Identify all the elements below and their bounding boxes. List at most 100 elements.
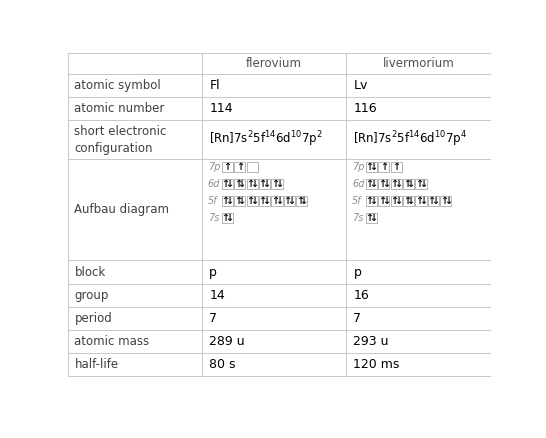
Text: flerovium: flerovium [246, 57, 301, 70]
Bar [390, 196, 402, 206]
Bar [366, 179, 377, 189]
Bar [234, 179, 245, 189]
Bar [390, 162, 402, 172]
Bar [428, 196, 439, 206]
Bar [403, 196, 414, 206]
Bar [366, 213, 377, 223]
Text: ↑: ↑ [246, 179, 254, 189]
Text: ↑: ↑ [365, 179, 373, 189]
Text: ↑: ↑ [271, 179, 279, 189]
Text: ↓: ↓ [275, 196, 283, 206]
Text: 114: 114 [209, 102, 233, 115]
Text: $\mathrm{[Rn]7s^25f^{14}6d^{10}7p^4}$: $\mathrm{[Rn]7s^25f^{14}6d^{10}7p^4}$ [353, 130, 467, 149]
Bar [271, 179, 282, 189]
Text: p: p [209, 265, 217, 279]
Text: ↓: ↓ [394, 196, 402, 206]
Text: ↓: ↓ [287, 196, 295, 206]
Text: ↓: ↓ [431, 196, 440, 206]
Text: ↑: ↑ [223, 162, 232, 172]
Bar [222, 162, 233, 172]
Text: Lv: Lv [353, 79, 368, 92]
Text: ↑: ↑ [283, 196, 292, 206]
Text: 116: 116 [353, 102, 377, 115]
Text: ↓: ↓ [238, 196, 246, 206]
Text: atomic symbol: atomic symbol [74, 79, 161, 92]
Text: ↓: ↓ [407, 196, 414, 206]
Text: 6d: 6d [207, 179, 220, 189]
Text: ↓: ↓ [225, 179, 233, 189]
Text: 14: 14 [209, 289, 225, 302]
Text: 5f: 5f [207, 196, 217, 206]
Text: 6d: 6d [352, 179, 364, 189]
Text: ↑: ↑ [258, 196, 266, 206]
Bar [246, 179, 258, 189]
Text: ↑: ↑ [236, 162, 244, 172]
Text: ↓: ↓ [225, 213, 233, 223]
Bar [416, 196, 426, 206]
Text: 80 s: 80 s [209, 358, 236, 371]
Bar [259, 179, 270, 189]
Text: ↓: ↓ [275, 179, 283, 189]
Text: ↑: ↑ [378, 196, 386, 206]
Text: ↓: ↓ [394, 179, 402, 189]
Text: ↑: ↑ [378, 179, 386, 189]
Text: ↑: ↑ [246, 196, 254, 206]
Text: ↓: ↓ [369, 196, 377, 206]
Text: ↑: ↑ [365, 213, 373, 223]
Text: ↓: ↓ [419, 179, 427, 189]
Text: atomic mass: atomic mass [74, 335, 150, 348]
Text: ↑: ↑ [392, 162, 400, 172]
Text: ↓: ↓ [263, 196, 270, 206]
Text: $\mathrm{[Rn]7s^25f^{14}6d^{10}7p^2}$: $\mathrm{[Rn]7s^25f^{14}6d^{10}7p^2}$ [209, 130, 323, 149]
Text: ↑: ↑ [221, 213, 229, 223]
Text: block: block [74, 265, 106, 279]
Text: ↑: ↑ [365, 196, 373, 206]
Bar [390, 179, 402, 189]
Text: 289 u: 289 u [209, 335, 245, 348]
Bar [296, 196, 307, 206]
Bar [234, 196, 245, 206]
Bar [284, 196, 295, 206]
Text: ↓: ↓ [382, 179, 390, 189]
Text: ↓: ↓ [300, 196, 308, 206]
Text: ↑: ↑ [221, 196, 229, 206]
Text: ↓: ↓ [369, 179, 377, 189]
Text: atomic number: atomic number [74, 102, 165, 115]
Text: period: period [74, 312, 112, 325]
Bar [246, 196, 258, 206]
Text: Aufbau diagram: Aufbau diagram [74, 203, 169, 216]
Bar [222, 196, 233, 206]
Text: ↑: ↑ [234, 196, 242, 206]
Text: ↓: ↓ [238, 179, 246, 189]
Text: ↑: ↑ [390, 179, 399, 189]
Bar [403, 179, 414, 189]
Text: ↑: ↑ [296, 196, 304, 206]
Text: ↓: ↓ [369, 213, 377, 223]
Bar [416, 179, 426, 189]
Text: ↑: ↑ [402, 179, 411, 189]
Text: 16: 16 [353, 289, 369, 302]
Bar [234, 162, 245, 172]
Text: ↓: ↓ [369, 162, 377, 172]
Text: ↓: ↓ [250, 179, 258, 189]
Text: 293 u: 293 u [353, 335, 389, 348]
Text: ↓: ↓ [225, 196, 233, 206]
Bar [378, 196, 389, 206]
Text: ↑: ↑ [390, 196, 399, 206]
Text: ↑: ↑ [380, 162, 388, 172]
Bar [378, 162, 389, 172]
Text: ↑: ↑ [271, 196, 279, 206]
Text: ↓: ↓ [250, 196, 258, 206]
Text: 7p: 7p [207, 162, 220, 172]
Bar [222, 213, 233, 223]
Bar [259, 196, 270, 206]
Text: ↓: ↓ [263, 179, 270, 189]
Text: half-life: half-life [74, 358, 118, 371]
Text: ↑: ↑ [402, 196, 411, 206]
Text: ↑: ↑ [221, 179, 229, 189]
Text: ↑: ↑ [415, 179, 423, 189]
Bar [366, 162, 377, 172]
Text: ↓: ↓ [407, 179, 414, 189]
Text: 7: 7 [353, 312, 361, 325]
Text: ↓: ↓ [419, 196, 427, 206]
